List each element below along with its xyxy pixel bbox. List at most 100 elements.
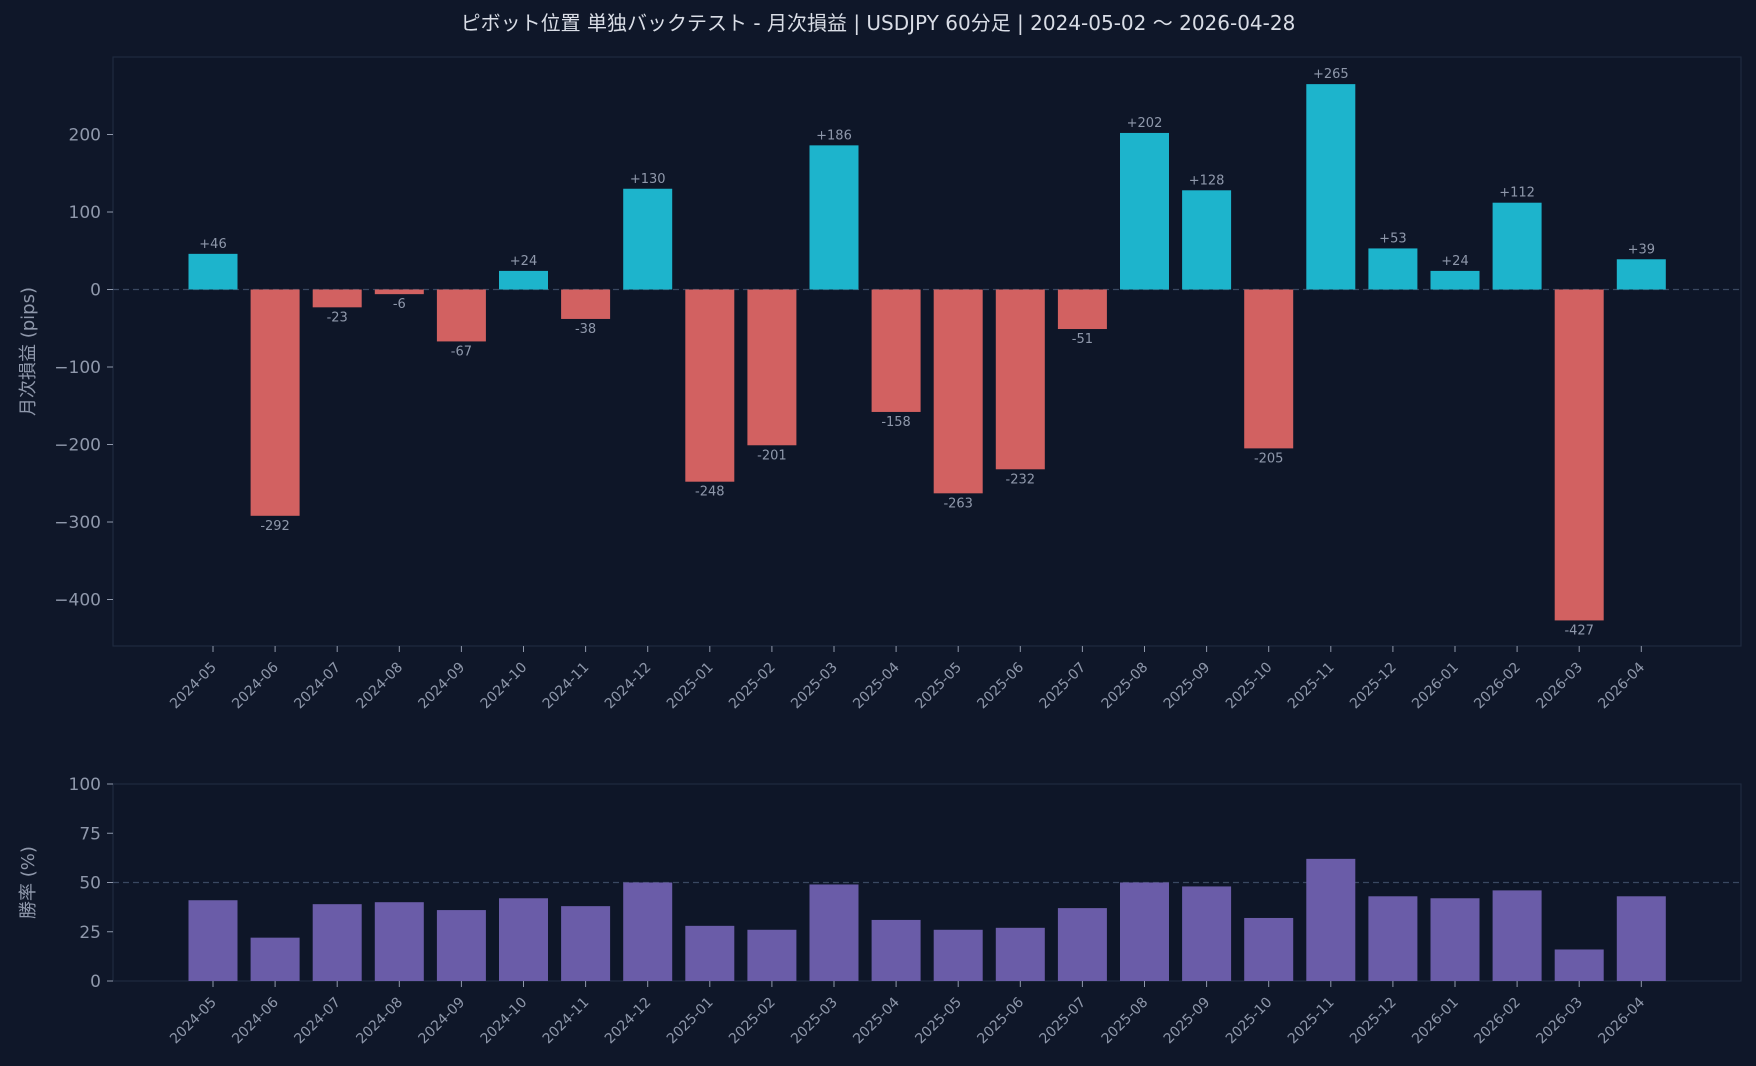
bot-x-tick-label: 2024-09 [416, 995, 469, 1048]
bot-bar [1182, 886, 1232, 981]
bot-bar [499, 898, 548, 981]
bot-y-tick-label: 25 [79, 923, 101, 943]
top-x-tick-label: 2025-07 [1037, 660, 1090, 713]
top-bar [561, 289, 611, 319]
bot-bar [623, 882, 673, 981]
top-data-label: +186 [816, 128, 852, 143]
bot-x-tick-label: 2024-11 [540, 995, 593, 1048]
top-data-label: -158 [881, 415, 911, 430]
pnl-data-labels: +46 -292 -23 -6 -67 +24 -38 +130 -248 -201 +186 -15… [199, 67, 1655, 638]
bot-bar [809, 884, 859, 981]
bot-x-tick-label: 2024-05 [167, 995, 220, 1048]
top-x-tick-label: 2025-08 [1099, 660, 1152, 713]
top-data-label: +112 [1499, 186, 1535, 201]
bot-bar [374, 902, 424, 981]
top-data-label: +202 [1127, 116, 1163, 131]
top-data-label: +24 [510, 254, 537, 269]
bot-bar [436, 910, 486, 981]
top-data-label: -6 [393, 297, 406, 312]
top-data-label: +130 [630, 172, 666, 187]
bot-x-tick-label: 2025-03 [788, 995, 841, 1048]
bot-x-tick-label: 2024-10 [478, 995, 531, 1048]
top-data-label: +265 [1313, 67, 1349, 82]
top-bar [312, 289, 362, 308]
top-x-tick-label: 2025-05 [912, 660, 965, 713]
top-data-label: -201 [757, 448, 787, 463]
bot-x-tick-label: 2025-01 [664, 995, 717, 1048]
top-bar [1120, 132, 1169, 290]
bot-bar [1492, 890, 1542, 981]
top-x-tick-label: 2026-04 [1595, 659, 1648, 712]
bot-x-tick-label: 2024-08 [353, 995, 406, 1048]
bot-bar [1057, 908, 1107, 981]
bot-x-tick-label: 2026-02 [1471, 995, 1524, 1048]
top-bar [747, 289, 797, 446]
top-y-tick-label: −400 [54, 591, 101, 611]
bot-bar [1368, 896, 1418, 981]
bot-bar [747, 929, 797, 981]
top-data-label: -292 [260, 519, 290, 534]
top-x-tick-label: 2025-02 [726, 660, 779, 713]
bot-bar [188, 900, 238, 981]
top-bar [623, 188, 673, 290]
top-bar [436, 289, 486, 342]
bot-bar [685, 925, 735, 981]
top-data-label: -51 [1072, 332, 1093, 347]
win-rate-x-axis: 2024-05 2024-06 2024-07 2024-08 2024-09 2024-… [167, 981, 1648, 1047]
top-x-tick-label: 2025-01 [664, 660, 717, 713]
top-data-label: +39 [1628, 242, 1655, 257]
top-y-tick-label: −200 [54, 436, 101, 456]
bot-bar [933, 929, 983, 981]
top-data-label: +53 [1379, 231, 1406, 246]
bot-x-tick-label: 2024-12 [602, 995, 655, 1048]
bot-x-tick-label: 2024-07 [291, 995, 344, 1048]
top-x-tick-label: 2024-06 [229, 659, 282, 712]
top-bar [499, 270, 548, 290]
bot-x-tick-label: 2025-02 [726, 995, 779, 1048]
top-bar [1306, 84, 1356, 290]
top-y-tick-label: −100 [54, 358, 101, 378]
top-y-tick-label: 0 [90, 281, 101, 301]
top-x-tick-label: 2026-02 [1471, 660, 1524, 713]
bot-x-tick-label: 2025-05 [912, 995, 965, 1048]
pnl-y-axis-label: 月次損益 (pips) [18, 287, 39, 416]
bot-y-tick-label: 75 [79, 824, 101, 844]
top-data-label: +24 [1441, 254, 1468, 269]
win-rate-bars [188, 858, 1666, 981]
bot-x-tick-label: 2024-06 [229, 994, 282, 1047]
top-x-tick-label: 2025-03 [788, 660, 841, 713]
top-bar [1244, 289, 1294, 449]
top-y-tick-label: 100 [69, 203, 101, 223]
top-x-tick-label: 2024-05 [167, 660, 220, 713]
top-bar [1057, 289, 1107, 330]
bot-x-tick-label: 2025-08 [1099, 995, 1152, 1048]
top-x-tick-label: 2024-08 [353, 660, 406, 713]
pnl-y-axis: 200 100 0 −100 −200 −300 −400 [54, 126, 113, 611]
bot-y-tick-label: 0 [90, 972, 101, 992]
top-bar [1616, 259, 1666, 290]
top-y-tick-label: −300 [54, 513, 101, 533]
bot-x-tick-label: 2025-04 [850, 994, 903, 1047]
top-bar [250, 289, 300, 516]
top-x-tick-label: 2024-11 [540, 660, 593, 713]
top-bar [1368, 248, 1418, 290]
top-bar [809, 145, 859, 290]
top-x-tick-label: 2026-01 [1409, 660, 1462, 713]
top-data-label: -427 [1564, 623, 1594, 638]
top-x-tick-label: 2025-12 [1347, 660, 1400, 713]
top-y-tick-label: 200 [69, 126, 101, 146]
top-bar [374, 289, 424, 295]
bot-bar [1616, 896, 1666, 981]
top-data-label: -67 [451, 344, 472, 359]
top-bar [1492, 202, 1542, 290]
top-x-tick-label: 2024-07 [291, 660, 344, 713]
top-x-tick-label: 2025-11 [1285, 660, 1338, 713]
bot-bar [871, 919, 921, 981]
win-rate-y-axis: 100 75 50 25 0 [69, 775, 113, 992]
top-x-tick-label: 2024-12 [602, 660, 655, 713]
monthly-pnl-panel: 月次損益 (pips) 200 100 0 −100 −200 −300 −400 +46 -… [18, 56, 1742, 713]
top-bar [933, 289, 983, 494]
chart-title: ピボット位置 単独バックテスト - 月次損益 | USDJPY 60分足 | 2… [461, 11, 1296, 35]
